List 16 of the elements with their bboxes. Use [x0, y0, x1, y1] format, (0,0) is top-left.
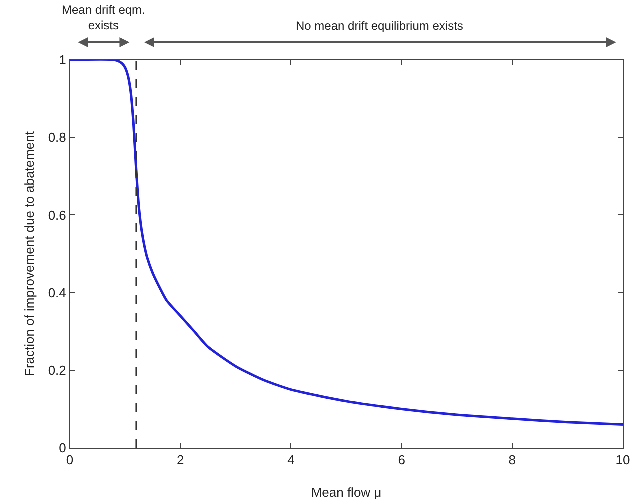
- y-tick-label: 0: [59, 440, 66, 456]
- y-axis-title: Fraction of improvement due to abatement: [22, 131, 37, 376]
- y-tick-label: 0.4: [48, 285, 66, 300]
- y-tick-label: 0.6: [48, 208, 66, 223]
- text: Mean drift eqm. exists: [62, 3, 146, 33]
- y-tick-label: 0.2: [48, 362, 66, 378]
- x-tick-label: 10: [616, 452, 630, 468]
- y-tick-label: 1: [59, 52, 66, 68]
- x-tick-label: 6: [398, 452, 406, 468]
- line-series: [70, 60, 623, 426]
- x-tick-label: 2: [176, 452, 184, 468]
- y-tick-label: 0.8: [48, 130, 66, 146]
- text: No mean drift equilibrium exists: [296, 19, 464, 33]
- x-tick-label: 4: [288, 452, 295, 468]
- x-tick-label: 8: [508, 452, 516, 468]
- x-axis-title: Mean flow μ: [311, 485, 382, 500]
